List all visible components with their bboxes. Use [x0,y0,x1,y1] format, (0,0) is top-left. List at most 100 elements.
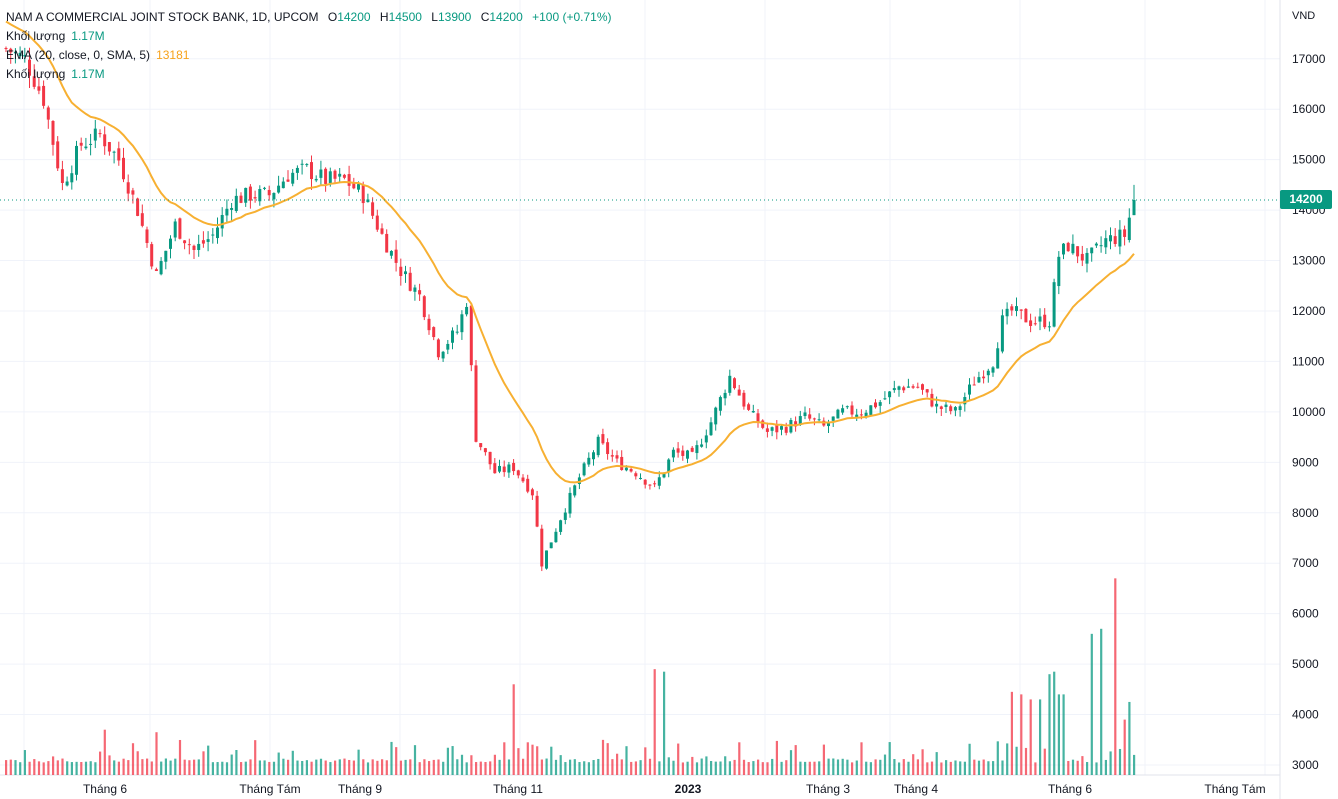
candle-body [864,412,868,417]
candle-body [42,85,46,106]
volume-bar [5,760,8,775]
volume-bar [1100,628,1103,775]
volume-bar [620,759,623,775]
candle-body [272,192,276,200]
candle-body [93,128,97,141]
volume-bar [667,757,670,775]
volume-bar [827,758,830,775]
candle-body [9,48,13,53]
candle-body [248,186,252,201]
candle-body [164,250,168,262]
y-tick-label: 12000 [1292,304,1326,318]
candle-body [1019,309,1023,311]
candle-body [1052,282,1056,327]
volume-bar [592,760,595,775]
legend-open: 14200 [337,10,371,24]
candle-body [1010,306,1014,311]
candle-body [451,330,454,343]
volume-bar [545,758,548,775]
candle-body [953,407,957,411]
volume-bar [644,747,647,775]
legend-low-label: L [431,10,438,24]
volume-bar [658,761,661,775]
volume-bar [945,760,948,775]
volume-bar [28,761,31,775]
candle-body [601,434,605,444]
candle-body [521,477,525,482]
candle-body [385,233,389,253]
volume-bar [794,745,797,775]
volume-bar [606,743,609,775]
volume-bar [136,751,139,775]
candle-body [963,397,967,405]
candle-body [300,163,304,165]
candle-body [23,55,27,57]
volume-bar [747,762,750,775]
candle-body [178,218,182,239]
volume-bar [301,760,304,775]
volume-bar [489,761,492,775]
candle-body [1071,243,1075,254]
volume-bar [1062,694,1065,775]
candle-body [728,375,732,393]
candle-body [747,404,751,410]
candle-body [615,455,619,459]
candle-body [1024,308,1028,323]
volume-bar [832,758,835,775]
volume-bar [249,759,252,775]
chart-legend: NAM A COMMERCIAL JOINT STOCK BANK, 1D, U… [6,8,611,84]
candle-body [780,426,783,430]
candle-body [582,463,586,476]
candle-body [201,240,205,244]
candle-body [892,388,896,391]
candle-body [507,464,511,473]
legend-volume-label: Khối lượng [6,29,66,43]
candle-body [220,214,224,229]
volume-bar [484,761,487,775]
volume-bar [366,762,370,775]
candle-body [662,472,666,478]
volume-bar [1128,701,1131,775]
candle-body [841,408,845,413]
volume-bar [686,761,689,775]
candle-body [911,386,915,388]
volume-bar [47,761,50,775]
candle-body [639,477,642,479]
candle-body [1057,256,1061,287]
legend-volume-row[interactable]: Khối lượng 1.17M [6,27,611,46]
volume-bar [277,752,280,775]
candle-body [352,182,356,189]
volume-bar [935,752,938,775]
candle-body [836,409,840,419]
y-tick-label: 3000 [1292,758,1319,772]
volume-bar [84,761,88,775]
legend-ema-row[interactable]: EMA (20, close, 0, SMA, 5) 13181 [6,46,611,65]
legend-symbol[interactable]: NAM A COMMERCIAL JOINT STOCK BANK, 1D, U… [6,10,319,24]
candle-body [75,145,78,175]
volume-bar [785,760,788,775]
candle-body [295,167,299,173]
volume-bar [517,748,520,775]
candle-body [1123,229,1127,237]
candle-body [972,384,976,386]
volume-bar [648,758,652,775]
candle-body [483,448,487,453]
volume-bar [912,754,915,775]
candle-body [267,190,271,196]
volume-bar [160,761,163,775]
volume-bar [381,759,384,775]
legend-volume-row-2[interactable]: Khối lượng 1.17M [6,65,611,84]
candle-body [657,477,661,486]
candle-body [13,51,17,54]
legend-symbol-row: NAM A COMMERCIAL JOINT STOCK BANK, 1D, U… [6,8,611,27]
candle-body [808,414,812,419]
volume-bar [451,746,454,775]
volume-bar [188,760,191,775]
candle-body [418,290,422,295]
candle-body [789,420,793,433]
candle-body [1099,245,1103,247]
candle-body [216,227,219,239]
candle-body [103,134,107,147]
candle-body [89,143,93,145]
